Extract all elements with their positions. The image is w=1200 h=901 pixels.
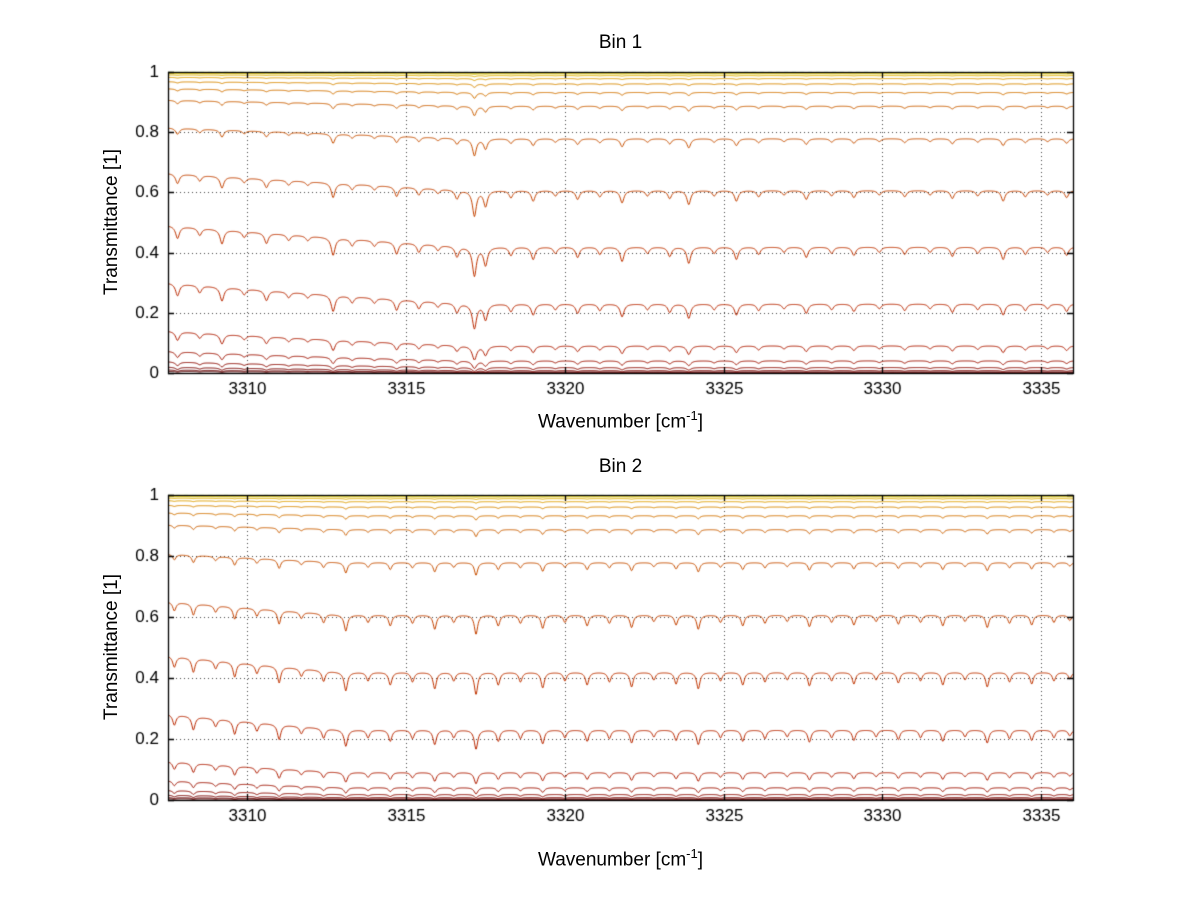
- bin2-xlabel-text: Wavenumber [cm: [537, 849, 687, 871]
- bin2-plot-canvas: [0, 450, 1200, 901]
- bin1-xlabel-close: ]: [697, 411, 703, 433]
- bin1-plot-canvas: [0, 0, 1200, 450]
- bin2-title: Bin 2: [598, 456, 643, 477]
- bin1-xlabel: Wavenumber [cm-1]: [168, 408, 1073, 433]
- bin2-xlabel-close: ]: [697, 849, 703, 871]
- bin1-xlabel-text: Wavenumber [cm: [537, 411, 687, 433]
- bin2-xlabel: Wavenumber [cm-1]: [168, 846, 1073, 871]
- bin2-xlabel-sup: -1: [686, 846, 698, 861]
- bin2-ylabel: Transmittance [1]: [101, 573, 122, 721]
- bin1-xlabel-sup: -1: [686, 408, 698, 423]
- bin1-title: Bin 1: [598, 32, 643, 53]
- bin1-ylabel: Transmittance [1]: [101, 148, 122, 296]
